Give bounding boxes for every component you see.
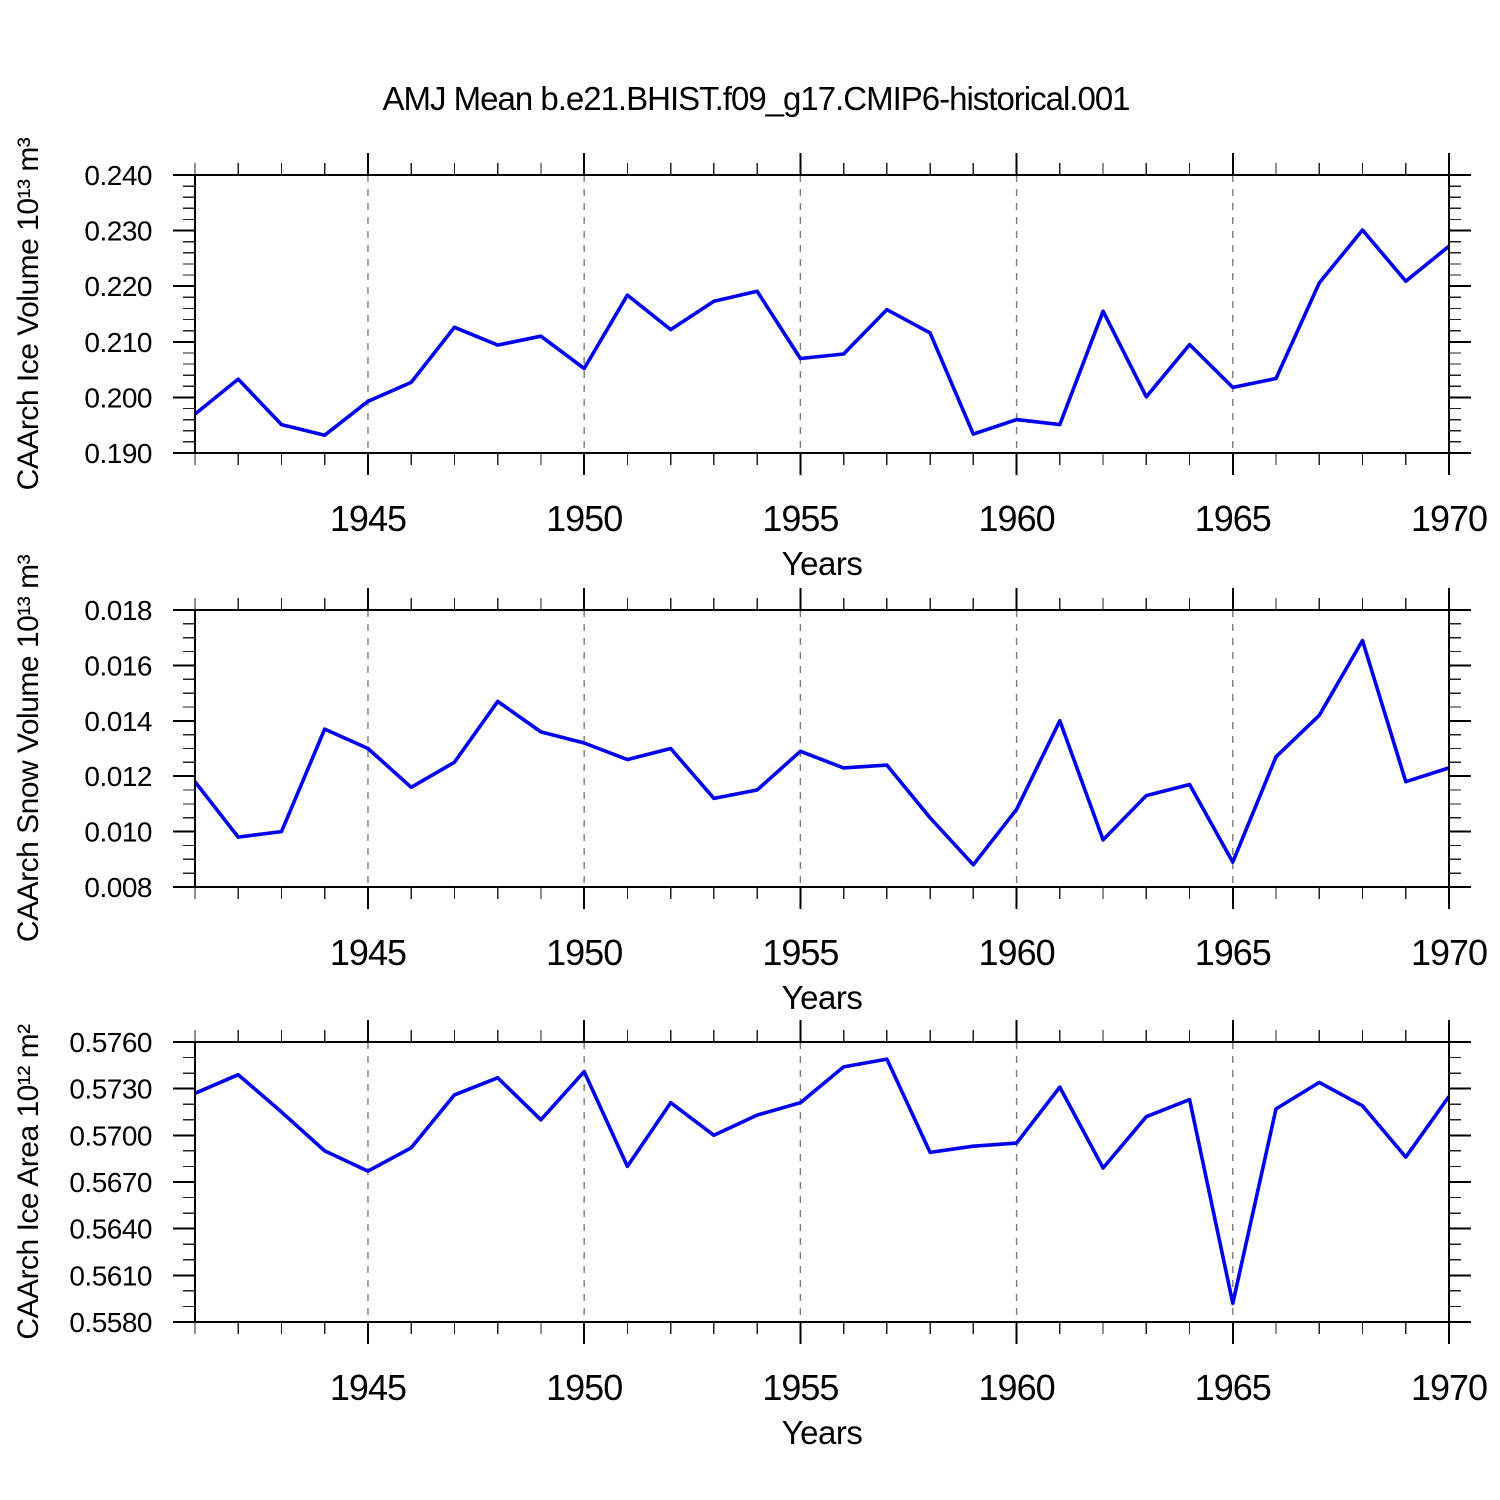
chart-title: AMJ Mean b.e21.BHIST.f09_g17.CMIP6-histo… <box>382 80 1129 117</box>
panel-frame <box>194 174 1450 454</box>
y-tick-label: 0.5760 <box>69 1027 152 1058</box>
x-tick-label: 1960 <box>979 932 1055 973</box>
x-tick-label: 1950 <box>546 932 622 973</box>
x-tick-label: 1950 <box>546 1367 622 1408</box>
x-tick-label: 1945 <box>330 1367 406 1408</box>
y-axis-title: CAArch Snow Volume 10¹³ m³ <box>12 554 45 942</box>
y-tick-label: 0.5700 <box>69 1120 152 1151</box>
y-tick-label: 0.5580 <box>69 1307 152 1338</box>
x-tick-label: 1955 <box>762 1367 838 1408</box>
x-tick-label: 1965 <box>1195 932 1271 973</box>
y-tick-label: 0.5670 <box>69 1167 152 1198</box>
x-tick-label: 1945 <box>330 498 406 539</box>
x-tick-label: 1960 <box>979 498 1055 539</box>
axes-and-ticks <box>173 153 1471 475</box>
x-tick-label: 1965 <box>1195 1367 1271 1408</box>
y-tick-label: 0.010 <box>84 817 152 848</box>
ice-volume-panel: 0.190 0.200 0.210 0.220 0.230 0.240 1945 1950 19… <box>12 137 1488 582</box>
x-tick-label: 1970 <box>1411 498 1487 539</box>
x-tick-label: 1970 <box>1411 932 1487 973</box>
y-tick-label: 0.012 <box>84 761 152 792</box>
y-axis-title: CAArch Ice Volume 10¹³ m³ <box>12 137 45 490</box>
x-tick-label: 1960 <box>979 1367 1055 1408</box>
snow-volume-panel: 0.008 0.010 0.012 0.014 0.016 0.018 1945 1950 19… <box>12 554 1488 1016</box>
x-tick-label: 1970 <box>1411 1367 1487 1408</box>
y-tick-label: 0.5610 <box>69 1260 152 1291</box>
x-axis-title: Years <box>782 979 863 1016</box>
x-tick-label: 1955 <box>762 932 838 973</box>
y-tick-label: 0.016 <box>84 650 152 681</box>
y-tick-label: 0.240 <box>84 160 152 191</box>
y-tick-label: 0.210 <box>84 327 152 358</box>
x-tick-label: 1950 <box>546 498 622 539</box>
ice-area-panel: 0.5580 0.5610 0.5640 0.5670 0.5700 0.5730 0.57… <box>12 1020 1488 1451</box>
y-tick-label: 0.008 <box>84 872 152 903</box>
axes-and-ticks <box>173 588 1471 909</box>
y-tick-label: 0.200 <box>84 382 152 413</box>
x-tick-label: 1955 <box>762 498 838 539</box>
caarch-ice-area-line <box>194 1057 1451 1306</box>
y-tick-label: 0.5640 <box>69 1214 152 1245</box>
y-tick-label: 0.220 <box>84 271 152 302</box>
y-tick-label: 0.018 <box>84 595 152 626</box>
caarch-ice-volume-line <box>193 228 1451 438</box>
y-axis-title: CAArch Ice Area 10¹² m² <box>12 1024 45 1340</box>
y-tick-label: 0.5730 <box>69 1074 152 1105</box>
x-tick-label: 1945 <box>330 932 406 973</box>
x-tick-label: 1965 <box>1195 498 1271 539</box>
x-axis-title: Years <box>782 545 863 582</box>
caarch-snow-volume-line <box>193 638 1450 867</box>
y-tick-label: 0.190 <box>84 438 152 469</box>
y-tick-label: 0.014 <box>84 706 152 737</box>
axes-and-ticks <box>173 1020 1471 1344</box>
y-tick-label: 0.230 <box>84 216 152 247</box>
x-axis-title: Years <box>782 1414 863 1451</box>
